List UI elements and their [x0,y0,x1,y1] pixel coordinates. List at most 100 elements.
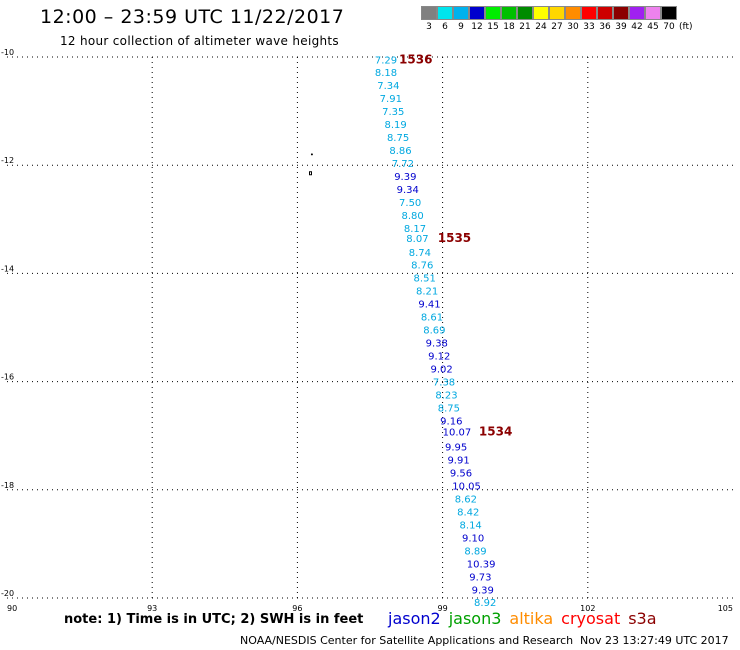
color-swatch [485,6,501,20]
color-swatch [597,6,613,20]
island-mark [309,171,312,176]
wave-height-point: 8.74 [409,248,431,259]
wave-height-point: 9.91 [447,456,469,467]
color-scale-label: 36 [599,22,611,32]
x-tick-label: 102 [580,604,595,613]
color-swatch [565,6,581,20]
wave-height-point: 8.19 [385,120,407,131]
pass-time-label: 1535 [438,231,471,245]
satellite-legend: jason2 jason3 altika cryosat s3a [388,609,665,628]
footer-timestamp: Nov 23 13:27:49 UTC 2017 [580,634,729,647]
wave-height-point: 8.42 [457,507,479,518]
color-scale-label: 30 [567,22,579,32]
wave-height-point: 8.89 [464,546,486,557]
color-swatch [501,6,517,20]
wave-height-point: 7.50 [399,198,421,209]
color-scale-legend: 3 6 9 12 15 18 21 24 27 30 33 36 39 42 45 70 (ft) [421,6,693,32]
color-scale-unit: (ft) [679,22,693,32]
wave-height-point: 9.39 [472,585,494,596]
wave-height-point: 8.76 [411,261,433,272]
color-swatch [645,6,661,20]
island-mark [310,153,313,156]
color-swatch [517,6,533,20]
grid-lines [7,56,733,599]
color-swatch [661,6,677,20]
wave-height-point: 7.91 [380,94,402,105]
legend-item-jason2: jason2 [388,609,441,628]
wave-height-point: 9.12 [428,352,450,363]
footer-credit: NOAA/NESDIS Center for Satellite Applica… [240,634,574,647]
color-scale-label: 33 [583,22,595,32]
pass-time-label: 1536 [399,53,432,67]
wave-height-point: 8.69 [423,326,445,337]
color-swatch [581,6,597,20]
wave-height-point: 8.07 [406,234,428,245]
wave-height-point: 7.35 [382,107,404,118]
wave-height-point: 8.23 [435,391,457,402]
wave-height-point: 8.62 [455,494,477,505]
wave-height-point: 8.51 [414,274,436,285]
color-scale-label: 6 [442,22,448,32]
wave-height-point: 8.17 [404,224,426,235]
color-scale-label: 12 [471,22,483,32]
color-swatch [629,6,645,20]
color-scale-label: 24 [535,22,547,32]
color-scale-label: 27 [551,22,563,32]
island-marks [309,153,313,176]
color-swatch [613,6,629,20]
wave-height-point: 9.38 [426,339,448,350]
y-tick-label: -14 [1,264,14,273]
time-labels: 1536 1535 1534 [399,53,512,439]
color-scale-label: 15 [487,22,499,32]
color-swatch [453,6,469,20]
wave-height-point: 9.73 [469,572,491,583]
wave-height-point: 8.21 [416,287,438,298]
legend-item-jason3: jason3 [448,609,502,628]
legend-item-s3a: s3a [628,609,657,628]
wave-height-point: 9.16 [440,417,462,428]
chart-subtitle: 12 hour collection of altimeter wave hei… [60,34,339,48]
x-tick-label: 105 [718,604,733,613]
color-scale-label: 45 [647,22,659,32]
wave-height-point: 7.34 [377,81,399,92]
wave-height-point: 8.92 [474,598,496,609]
axis-tick-labels: 90 93 96 99 102 105 -10 -12 -14 -16 -18 -20 [1,48,733,613]
color-swatch [469,6,485,20]
color-scale-label: 3 [426,22,432,32]
y-tick-label: -18 [1,481,14,490]
y-tick-label: -10 [1,48,14,57]
wave-height-point: 9.39 [394,172,416,183]
x-tick-label: 90 [7,604,17,613]
wave-height-point: 8.75 [438,404,460,415]
wave-height-point: 8.86 [389,146,411,157]
wave-height-point: 7.29 [375,56,397,67]
wave-height-point: 8.18 [375,68,397,79]
wave-height-point: 8.80 [401,211,423,222]
wave-height-point: 9.41 [418,300,440,311]
wave-height-point: 8.75 [387,133,409,144]
chart-title: 12:00 – 23:59 UTC 11/22/2017 [40,6,345,28]
y-tick-label: -12 [1,156,14,165]
wave-height-point: 10.07 [443,427,472,438]
wave-height-point: 10.39 [467,559,496,570]
color-scale-label: 18 [503,22,515,32]
color-scale-label: 9 [458,22,464,32]
wave-height-point: 9.95 [445,443,467,454]
y-tick-label: -16 [1,373,14,382]
x-tick-label: 93 [147,604,157,613]
y-tick-label: -20 [1,589,14,598]
pass-time-label: 1534 [479,424,512,438]
color-scale-swatches [421,6,693,20]
color-swatch [533,6,549,20]
color-scale-label: 21 [519,22,531,32]
color-swatch [549,6,565,20]
color-scale-label: 39 [615,22,627,32]
wave-height-point: 9.34 [397,185,419,196]
x-tick-label: 99 [438,604,448,613]
wave-height-point: 9.02 [431,365,453,376]
color-scale-label: 42 [631,22,643,32]
wave-height-points: 7.298.18 7.34 7.91 7.35 8.19 8.75 8.86 7.72 9.39… [375,56,496,609]
x-tick-label: 96 [292,604,302,613]
wave-height-point: 9.10 [462,533,484,544]
